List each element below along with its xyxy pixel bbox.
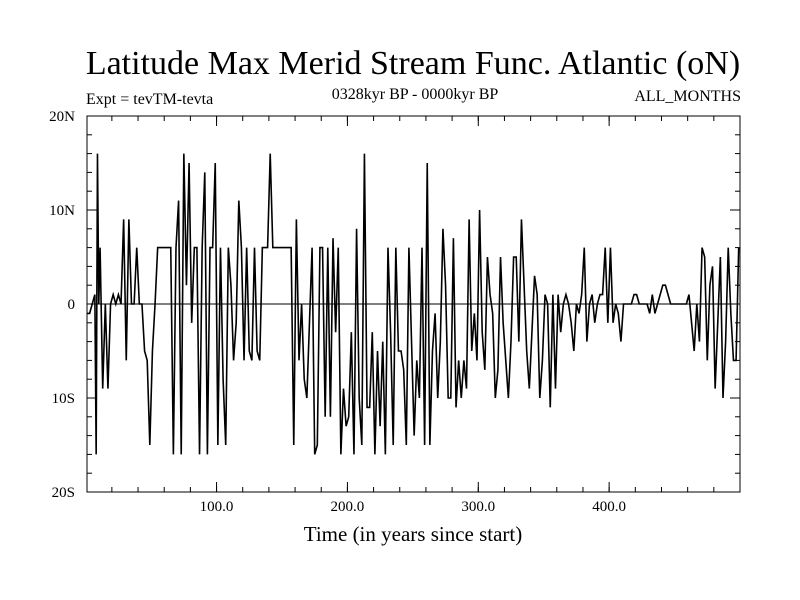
y-tick-label: 10N	[49, 203, 75, 219]
x-tick-label: 300.0	[461, 499, 495, 515]
y-tick-label: 20S	[52, 485, 75, 501]
months-label: ALL_MONTHS	[634, 88, 741, 105]
y-tick-label: 0	[68, 297, 76, 313]
x-tick-label: 200.0	[331, 499, 365, 515]
experiment-label: Expt = tevTM-tevta	[86, 91, 214, 108]
x-tick-label: 400.0	[592, 499, 626, 515]
ticks-layer: 100.0 200.0 300.0 400.0 20S 10S 0 10N 20N	[49, 109, 740, 515]
y-tick-label: 20N	[49, 109, 75, 125]
period-label: 0328kyr BP - 0000kyr BP	[331, 86, 499, 103]
chart-title: Latitude Max Merid Stream Func. Atlantic…	[85, 45, 741, 82]
x-axis-label: Time (in years since start)	[303, 522, 523, 546]
x-tick-label: 100.0	[200, 499, 234, 515]
y-tick-label: 10S	[52, 391, 75, 407]
